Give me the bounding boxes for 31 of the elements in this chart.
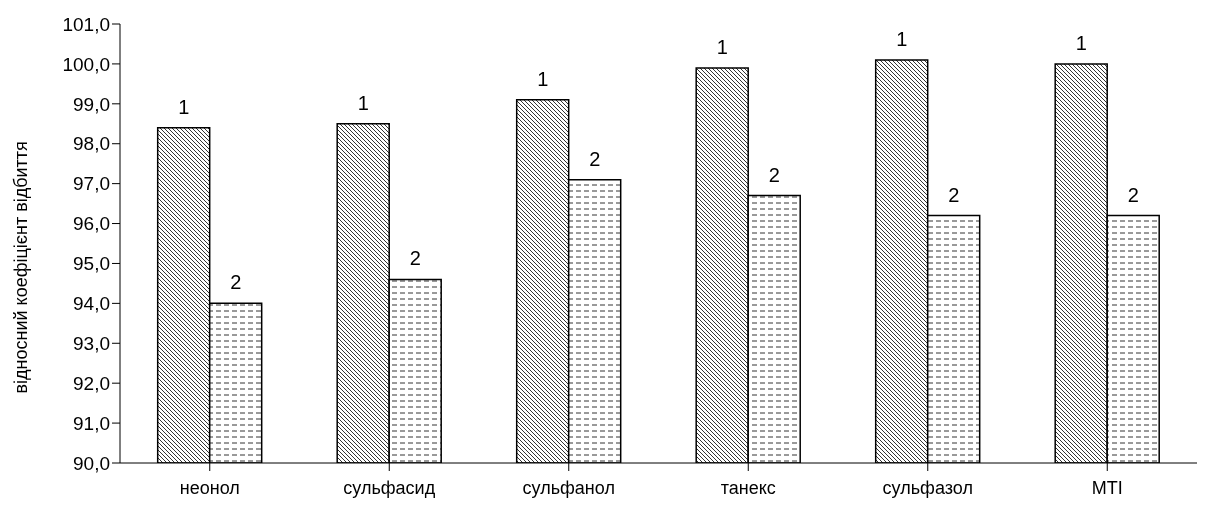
- text: 2: [948, 183, 960, 206]
- y-tick-label: 91,0: [73, 412, 110, 434]
- text: 2: [768, 163, 780, 186]
- y-axis-title: відносний коефіцієнт відбиття: [11, 141, 32, 394]
- x-tick-label: MTI: [1091, 477, 1123, 498]
- y-tick-label: 90,0: [73, 452, 110, 474]
- x-tick-label: сульфазол: [882, 477, 973, 498]
- y-tick-label: 97,0: [73, 173, 110, 195]
- y-tick-label: 101,0: [62, 13, 110, 35]
- text: 1: [896, 27, 908, 50]
- series-label: 2: [230, 271, 242, 294]
- text: 1: [357, 91, 369, 114]
- text: 2: [409, 247, 421, 270]
- text: 1: [716, 35, 728, 58]
- y-tick-label: 93,0: [73, 333, 110, 355]
- text: 1: [537, 67, 549, 90]
- y-tick-label: 100,0: [62, 53, 110, 75]
- text: 2: [1127, 183, 1139, 206]
- y-tick-label: 99,0: [73, 93, 110, 115]
- text: 1: [1075, 31, 1087, 54]
- y-tick-label: 95,0: [73, 253, 110, 275]
- x-tick-label: сульфасид: [343, 477, 436, 498]
- x-tick-label: танекс: [720, 477, 776, 498]
- y-tick-label: 94,0: [73, 293, 110, 315]
- y-tick-label: 96,0: [73, 213, 110, 235]
- series-label: 1: [178, 95, 190, 118]
- y-tick-label: 92,0: [73, 372, 110, 394]
- x-tick-label: неонол: [179, 477, 240, 498]
- text: 2: [589, 147, 601, 170]
- x-tick-label: сульфанол: [522, 477, 615, 498]
- y-tick-label: 98,0: [73, 133, 110, 155]
